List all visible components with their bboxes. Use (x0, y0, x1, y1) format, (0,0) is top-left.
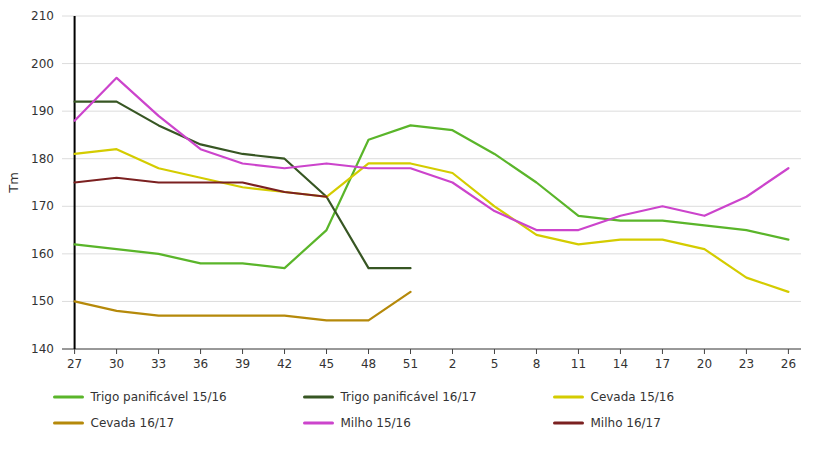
legend: Trigo panificável 15/16 Trigo panificável… (55, 390, 675, 430)
y-tick-label: 140 (31, 342, 54, 356)
x-tick (578, 349, 579, 354)
x-tick-label: 8 (533, 357, 541, 371)
legend-label: Milho 16/17 (591, 416, 661, 430)
y-tick-label: 170 (31, 199, 54, 213)
x-tick (158, 349, 159, 354)
x-tick (662, 349, 663, 354)
grid-line (62, 253, 801, 254)
x-tick-label: 36 (193, 357, 208, 371)
series-line (75, 78, 789, 230)
x-tick-label: 11 (571, 357, 586, 371)
y-tick-label: 150 (31, 294, 54, 308)
grid-line (62, 158, 801, 159)
x-tick (242, 349, 243, 354)
x-tick (746, 349, 747, 354)
series-line (75, 102, 411, 269)
legend-swatch (55, 422, 83, 425)
legend-label: Trigo panificável 16/17 (340, 390, 477, 404)
y-tick-label: 200 (31, 57, 54, 71)
x-tick-label: 14 (613, 357, 628, 371)
legend-label: Milho 15/16 (341, 416, 411, 430)
y-tick-label: 180 (31, 152, 54, 166)
x-tick (200, 349, 201, 354)
x-tick-label: 17 (655, 357, 670, 371)
grid-line (62, 349, 801, 350)
x-tick-label: 26 (781, 357, 796, 371)
legend-label: Cevada 16/17 (91, 416, 175, 430)
grid-line (62, 206, 801, 207)
grid-line (62, 301, 801, 302)
x-tick-label: 42 (277, 357, 292, 371)
x-tick (494, 349, 495, 354)
series-line (75, 125, 789, 268)
x-tick (284, 349, 285, 354)
x-tick (326, 349, 327, 354)
x-tick-label: 5 (491, 357, 499, 371)
legend-swatch (555, 422, 583, 425)
x-axis: 27 30 33 36 39 42 45 48 51 2 5 8 11 14 17 20 23 26 (62, 349, 801, 371)
legend-label: Trigo panificável 15/16 (90, 390, 227, 404)
grid-line (62, 16, 801, 17)
series-line (75, 178, 327, 197)
x-tick-label: 45 (319, 357, 334, 371)
x-tick-label: 2 (449, 357, 457, 371)
x-tick-label: 48 (361, 357, 376, 371)
grid-line (62, 111, 801, 112)
x-tick-label: 20 (697, 357, 712, 371)
series-line (75, 149, 789, 292)
x-tick (410, 349, 411, 354)
x-tick-label: 51 (403, 357, 418, 371)
y-tick-label: 210 (31, 9, 54, 23)
x-tick (368, 349, 369, 354)
series-line (75, 292, 411, 321)
x-tick (116, 349, 117, 354)
legend-swatch (55, 396, 83, 399)
x-tick-label: 27 (67, 357, 82, 371)
legend-swatch (305, 422, 333, 425)
y-axis: 140 150 160 170 180 190 200 210 (31, 9, 801, 356)
x-tick (74, 349, 75, 354)
x-tick-label: 30 (109, 357, 124, 371)
grid-line (62, 63, 801, 64)
chart: 140 150 160 170 180 190 200 210 Tm 27 30 33 36 39 42 45… (0, 0, 819, 461)
legend-label: Cevada 15/16 (591, 390, 675, 404)
x-tick-label: 23 (739, 357, 754, 371)
x-tick-label: 33 (151, 357, 166, 371)
y-axis-label: Tm (6, 172, 21, 194)
x-tick (788, 349, 789, 354)
x-axis-line (62, 348, 801, 349)
x-tick (452, 349, 453, 354)
x-tick (536, 349, 537, 354)
x-tick (620, 349, 621, 354)
plot-area (75, 78, 789, 321)
y-tick-label: 160 (31, 247, 54, 261)
x-tick (704, 349, 705, 354)
x-tick-label: 39 (235, 357, 250, 371)
y-tick-label: 190 (31, 104, 54, 118)
legend-swatch (305, 396, 333, 399)
legend-swatch (555, 396, 583, 399)
